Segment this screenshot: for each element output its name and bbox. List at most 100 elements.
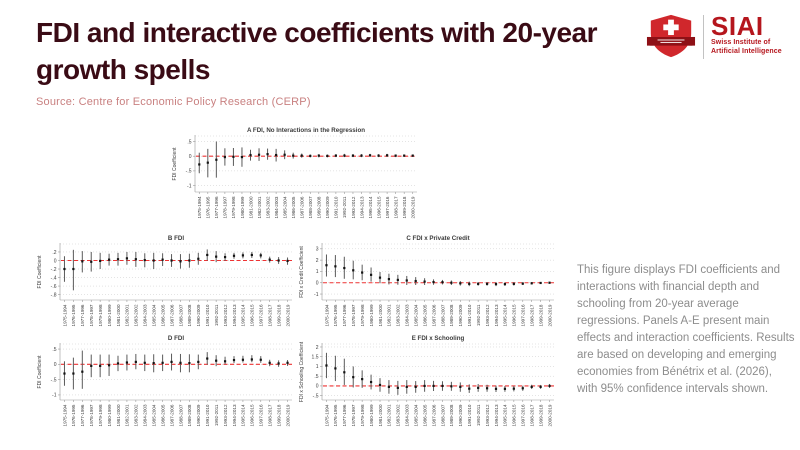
svg-text:1.5: 1.5 [312, 355, 319, 361]
svg-text:1978-1997: 1978-1997 [351, 404, 356, 426]
svg-text:-1: -1 [314, 292, 319, 298]
svg-text:C FDI x Private Credit: C FDI x Private Credit [406, 235, 469, 242]
svg-text:1988-2007: 1988-2007 [308, 196, 313, 218]
svg-text:1976-1995: 1976-1995 [333, 304, 338, 326]
svg-text:1985-2004: 1985-2004 [151, 404, 156, 426]
svg-text:1986-2005: 1986-2005 [422, 404, 427, 426]
svg-text:1987-2006: 1987-2006 [431, 404, 436, 426]
logo-subtitle-line1: Swiss Institute of [711, 39, 771, 46]
svg-text:1980-1999: 1980-1999 [107, 304, 112, 326]
svg-text:1977-1996: 1977-1996 [342, 304, 347, 326]
svg-text:1997-2016: 1997-2016 [521, 304, 526, 326]
svg-text:1992-2011: 1992-2011 [476, 304, 481, 326]
svg-text:1997-2016: 1997-2016 [385, 196, 390, 218]
svg-text:1979-1998: 1979-1998 [231, 196, 236, 218]
svg-text:1999-2018: 1999-2018 [402, 196, 407, 218]
svg-text:1989-2008: 1989-2008 [187, 404, 192, 426]
svg-text:1997-2016: 1997-2016 [259, 404, 264, 426]
svg-text:1996-2015: 1996-2015 [250, 404, 255, 426]
svg-text:FDI Coefficient: FDI Coefficient [37, 355, 43, 389]
svg-text:1995-2014: 1995-2014 [503, 304, 508, 326]
svg-text:1993-2012: 1993-2012 [351, 196, 356, 218]
svg-text:2: 2 [316, 345, 319, 351]
svg-text:1982-2001: 1982-2001 [387, 304, 392, 326]
svg-text:1994-2013: 1994-2013 [232, 304, 237, 326]
svg-text:1996-2015: 1996-2015 [512, 404, 517, 426]
svg-text:1991-2010: 1991-2010 [205, 304, 210, 326]
svg-text:1984-2003: 1984-2003 [405, 404, 410, 426]
page-title: FDI and interactive coefficients with 20… [36, 17, 598, 85]
svg-text:-1: -1 [52, 393, 57, 399]
svg-text:2000-2019: 2000-2019 [285, 404, 290, 426]
svg-text:1: 1 [316, 364, 319, 370]
svg-text:1992-2011: 1992-2011 [214, 304, 219, 326]
svg-text:1979-1998: 1979-1998 [360, 304, 365, 326]
svg-text:1979-1998: 1979-1998 [98, 404, 103, 426]
svg-text:1977-1996: 1977-1996 [80, 304, 85, 326]
svg-text:1993-2012: 1993-2012 [223, 404, 228, 426]
svg-text:-.8: -.8 [51, 292, 57, 298]
svg-text:1976-1995: 1976-1995 [206, 196, 211, 218]
svg-text:1995-2014: 1995-2014 [503, 404, 508, 426]
svg-text:-.5: -.5 [51, 377, 57, 383]
svg-text:1999-2018: 1999-2018 [276, 404, 281, 426]
svg-text:1983-2002: 1983-2002 [134, 304, 139, 326]
svg-text:.2: .2 [52, 250, 56, 256]
logo-divider [703, 15, 704, 59]
svg-text:1984-2003: 1984-2003 [405, 304, 410, 326]
source-line: Source: Centre for Economic Policy Resea… [36, 96, 311, 108]
svg-text:1975-1994: 1975-1994 [62, 304, 67, 326]
svg-text:1993-2012: 1993-2012 [485, 404, 490, 426]
svg-text:1991-2010: 1991-2010 [467, 304, 472, 326]
svg-text:1986-2005: 1986-2005 [160, 404, 165, 426]
panel-d-svg: D FDI .5 0 -.5 -1 1975-1994 1976-1995 1977-1996… [37, 335, 292, 426]
svg-text:1987-2006: 1987-2006 [431, 304, 436, 326]
svg-text:1999-2018: 1999-2018 [538, 304, 543, 326]
svg-text:1994-2013: 1994-2013 [232, 404, 237, 426]
svg-text:1986-2005: 1986-2005 [422, 304, 427, 326]
svg-text:1975-1994: 1975-1994 [324, 404, 329, 426]
svg-text:1988-2007: 1988-2007 [178, 304, 183, 326]
svg-text:1998-2017: 1998-2017 [529, 404, 534, 426]
svg-text:B FDI: B FDI [168, 235, 184, 242]
svg-text:1981-2000: 1981-2000 [378, 304, 383, 326]
svg-text:1982-2001: 1982-2001 [257, 196, 262, 218]
svg-text:1994-2013: 1994-2013 [359, 196, 364, 218]
svg-text:FDI x Credit Coefficient: FDI x Credit Coefficient [299, 246, 305, 298]
svg-text:1998-2017: 1998-2017 [393, 196, 398, 218]
figure-description: This figure displays FDI coefficients an… [577, 264, 795, 395]
svg-text:1998-2017: 1998-2017 [529, 304, 534, 326]
svg-text:2: 2 [316, 258, 319, 264]
svg-text:1983-2002: 1983-2002 [396, 404, 401, 426]
svg-text:1: 1 [316, 269, 319, 275]
chart-panel-b: B FDI .2 0 -.2 -.4 -.6 -.8 1975-1994 1976-1995 19… [34, 232, 297, 344]
svg-text:1992-2011: 1992-2011 [214, 404, 219, 426]
svg-text:1977-1996: 1977-1996 [80, 404, 85, 426]
siai-shield-icon [646, 14, 696, 58]
svg-text:1980-1999: 1980-1999 [369, 404, 374, 426]
svg-text:1986-2005: 1986-2005 [291, 196, 296, 218]
svg-text:1997-2016: 1997-2016 [259, 304, 264, 326]
svg-text:2000-2019: 2000-2019 [411, 196, 416, 218]
svg-text:1989-2008: 1989-2008 [449, 304, 454, 326]
svg-text:2000-2019: 2000-2019 [547, 304, 552, 326]
logo-subtitle-line2: Artificial Intelligence [711, 47, 782, 55]
svg-text:D FDI: D FDI [168, 335, 184, 342]
svg-text:1983-2002: 1983-2002 [396, 304, 401, 326]
svg-text:1976-1995: 1976-1995 [333, 404, 338, 426]
svg-text:FDI x Schooling Coefficient: FDI x Schooling Coefficient [299, 341, 305, 402]
panel-c-svg: C FDI x Private Credit 3 2 1 0 -1 1975-1994 197… [299, 235, 554, 326]
svg-text:0: 0 [189, 154, 192, 160]
svg-text:1990-2009: 1990-2009 [196, 304, 201, 326]
svg-text:1977-1996: 1977-1996 [342, 404, 347, 426]
svg-text:1991-2010: 1991-2010 [334, 196, 339, 218]
svg-text:-.5: -.5 [313, 393, 319, 399]
svg-text:1982-2001: 1982-2001 [125, 304, 130, 326]
svg-text:1991-2010: 1991-2010 [205, 404, 210, 426]
svg-text:1981-2000: 1981-2000 [116, 304, 121, 326]
svg-text:1984-2003: 1984-2003 [274, 196, 279, 218]
svg-text:1995-2014: 1995-2014 [241, 404, 246, 426]
svg-text:1986-2005: 1986-2005 [160, 304, 165, 326]
